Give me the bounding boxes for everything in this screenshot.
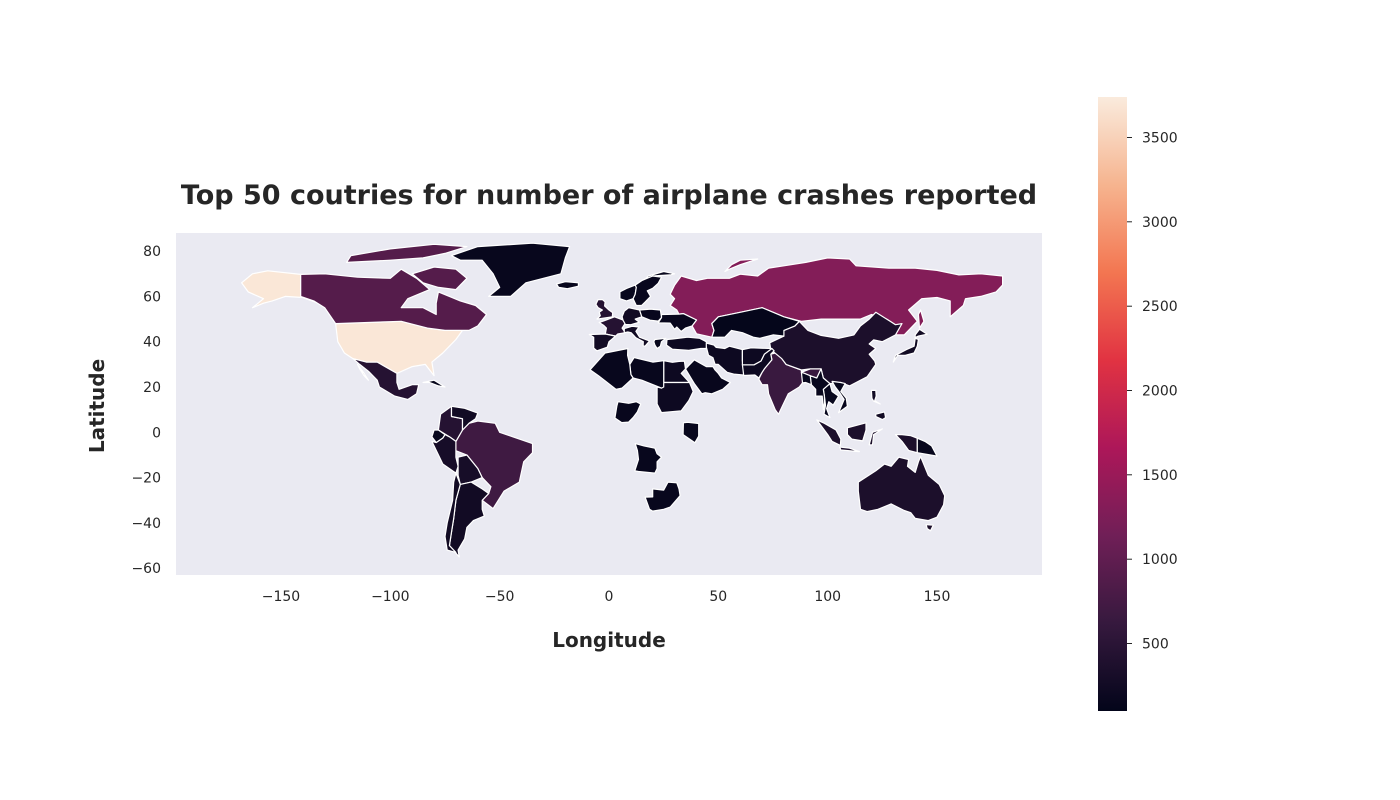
- chart-title: Top 50 coutries for number of airplane c…: [181, 180, 1037, 211]
- country-australia: [857, 455, 946, 522]
- country-afghanistan: [741, 347, 773, 366]
- country-indonesia: [846, 422, 867, 442]
- colorbar-tick-label: 3000: [1142, 215, 1178, 231]
- country-bolivia: [457, 454, 483, 485]
- country-algeria: [589, 347, 634, 390]
- country-vietnam: [831, 380, 848, 414]
- x-tick-label: −100: [371, 589, 409, 605]
- country-chile: [444, 472, 461, 553]
- country-sweden: [632, 275, 663, 307]
- country-canada: [411, 266, 468, 291]
- country-indonesia: [868, 428, 883, 446]
- country-turkey: [665, 336, 707, 351]
- country-greece: [653, 337, 667, 350]
- country-brazil: [448, 420, 534, 510]
- country-japan: [892, 337, 919, 363]
- country-kenya: [682, 421, 700, 444]
- country-germany: [621, 307, 643, 326]
- country-shapes: [241, 242, 1004, 558]
- country-canada: [300, 268, 488, 331]
- y-tick-label: 40: [143, 335, 161, 351]
- country-poland: [639, 308, 663, 322]
- colorbar-tick-label: 3500: [1142, 131, 1178, 147]
- country-spain: [588, 333, 617, 352]
- country-angola: [634, 443, 663, 474]
- country-nigeria: [614, 401, 642, 424]
- country-mexico: [352, 358, 420, 401]
- y-tick-label: 0: [152, 425, 161, 441]
- x-axis-label: Longitude: [552, 628, 666, 652]
- y-tick-label: 20: [143, 380, 161, 396]
- colorbar-tick-label: 2000: [1142, 384, 1178, 400]
- y-tick-label: 80: [143, 244, 161, 260]
- colorbar-tick-label: 2500: [1142, 299, 1178, 315]
- y-axis-label: Latitude: [85, 359, 109, 453]
- country-japan: [914, 328, 928, 339]
- country-united-kingdom: [595, 299, 614, 320]
- colorbar: [1098, 97, 1127, 711]
- country-russia: [724, 258, 759, 273]
- y-tick-label: −20: [131, 471, 161, 487]
- country-ukraine: [657, 313, 698, 333]
- x-tick-label: 150: [924, 589, 951, 605]
- country-italy: [623, 325, 651, 347]
- y-tick-label: −40: [131, 516, 161, 532]
- country-canada: [346, 243, 468, 263]
- country-philippines: [870, 389, 881, 405]
- colorbar-tick-label: 1500: [1142, 468, 1178, 484]
- country-kazakhstan: [711, 307, 800, 339]
- x-axis-ticks: −150 −100 −50 0 50 100 150: [262, 589, 951, 605]
- country-saudi-arabia: [684, 359, 731, 395]
- country-china: [769, 311, 903, 387]
- country-thailand: [822, 383, 840, 419]
- x-tick-label: −50: [485, 589, 515, 605]
- country-south-africa: [644, 481, 681, 512]
- country-ecuador: [431, 429, 446, 444]
- country-myanmar: [809, 368, 831, 411]
- x-tick-label: 0: [605, 589, 614, 605]
- country-philippines: [875, 411, 887, 421]
- country-cuba: [422, 379, 446, 388]
- country-venezuela: [450, 405, 479, 431]
- colorbar-tick-label: 1000: [1142, 552, 1178, 568]
- country-greenland: [450, 242, 571, 297]
- country-russia: [917, 309, 925, 329]
- y-axis-ticks: 80 60 40 20 0 −20 −40 −60: [131, 244, 161, 577]
- x-tick-label: −150: [262, 589, 300, 605]
- country-papua-new-guinea: [916, 437, 938, 457]
- country-australia: [925, 524, 934, 532]
- colorbar-ticks: 500 1000 1500 2000 2500 3000 3500: [1127, 131, 1178, 653]
- country-indonesia: [839, 446, 860, 453]
- x-tick-label: 50: [709, 589, 727, 605]
- country-bangladesh: [800, 371, 812, 386]
- y-tick-label: −60: [131, 561, 161, 577]
- x-tick-label: 100: [814, 589, 841, 605]
- country-mexico: [356, 363, 369, 381]
- country-indonesia: [816, 419, 842, 446]
- country-iceland: [555, 281, 579, 290]
- y-tick-label: 60: [143, 289, 161, 305]
- colorbar-tick-label: 500: [1142, 637, 1169, 653]
